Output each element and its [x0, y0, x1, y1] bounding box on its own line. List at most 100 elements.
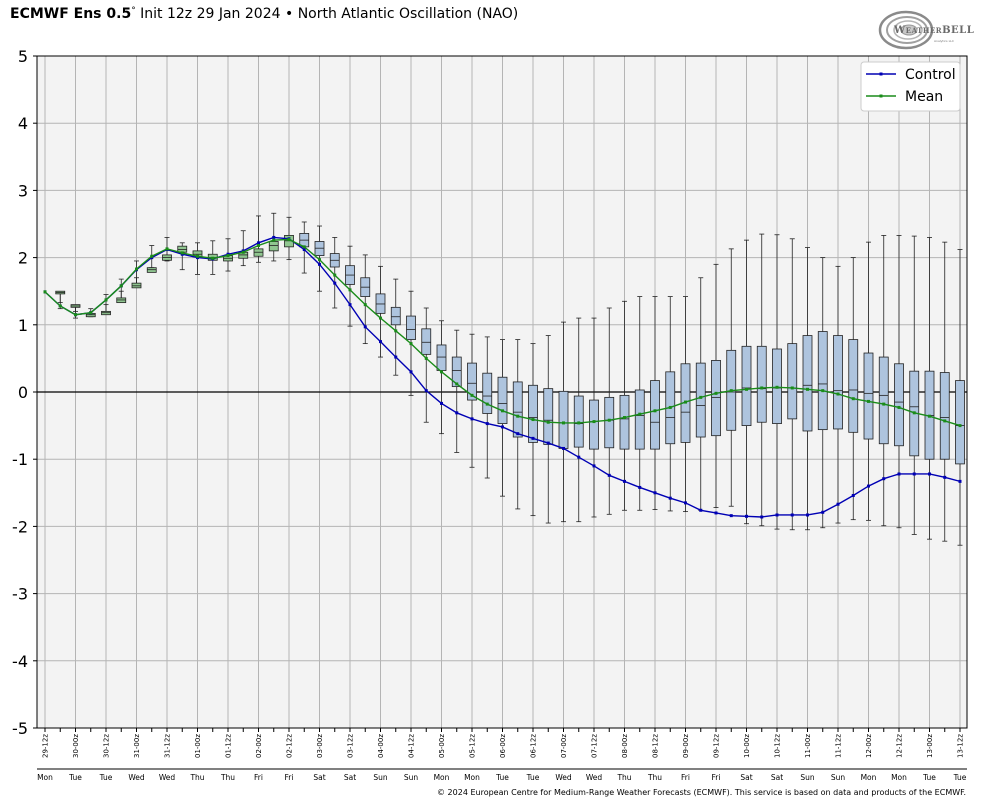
control-point [668, 496, 672, 500]
y-tick-label: -5 [12, 719, 28, 738]
day-label: Mon [37, 773, 53, 782]
day-label: Mon [464, 773, 480, 782]
box-plot [314, 225, 325, 292]
mean-point [546, 420, 550, 424]
logo-text: WEATHERBELL [894, 25, 975, 36]
day-label: Tue [922, 773, 936, 782]
box-plot [939, 241, 950, 542]
mean-point [851, 397, 855, 401]
mean-point [836, 392, 840, 396]
box-plot [223, 238, 233, 272]
mean-point [882, 402, 886, 406]
box-iqr [939, 372, 950, 460]
mean-point [531, 418, 535, 422]
day-label: Thu [189, 773, 204, 782]
mean-point [653, 409, 657, 413]
header-bullet: • [284, 6, 294, 22]
x-tick-label: 03-12z [347, 734, 355, 758]
mean-point [760, 386, 764, 390]
box-plot [711, 263, 721, 508]
x-tick-label: 07-12z [591, 734, 599, 758]
day-label: Tue [68, 773, 82, 782]
y-tick-label: 2 [18, 249, 28, 268]
box-plot [558, 321, 569, 523]
box-iqr [589, 399, 599, 450]
x-tick-label: 02-12z [286, 734, 294, 758]
box-iqr [390, 306, 401, 326]
box-plot [833, 265, 843, 524]
box-plot [101, 294, 111, 316]
box-plot [497, 339, 508, 497]
box-iqr [558, 390, 569, 449]
control-point [592, 464, 596, 468]
day-label: Tue [526, 773, 540, 782]
y-tick-label: 3 [18, 181, 28, 200]
mean-point [348, 288, 352, 292]
mean-point [790, 386, 794, 390]
control-point [455, 411, 459, 415]
control-point [607, 473, 611, 477]
day-label: Sun [800, 773, 815, 782]
box-iqr [619, 394, 630, 450]
control-point [699, 508, 703, 512]
control-point [516, 432, 520, 436]
control-point [928, 472, 931, 476]
control-point [806, 513, 809, 517]
box-plot [634, 296, 645, 511]
day-label: Sat [313, 773, 325, 782]
box-plot [787, 238, 798, 531]
day-label: Fri [712, 773, 721, 782]
mean-point [745, 387, 748, 391]
box-iqr [482, 372, 493, 414]
x-tick-label: 12-12z [896, 734, 904, 758]
mean-point [302, 245, 306, 249]
box-plot [162, 237, 172, 262]
x-tick-label: 02-00z [255, 734, 263, 758]
mean-point [714, 391, 718, 395]
mean-point [684, 400, 687, 404]
control-point [318, 262, 321, 266]
mean-point [638, 412, 642, 416]
x-tick-label: 01-00z [194, 734, 202, 758]
control-point [745, 514, 748, 518]
control-point [867, 484, 870, 488]
day-label: Sun [373, 773, 388, 782]
mean-point [226, 254, 230, 258]
box-plot [512, 339, 523, 510]
mean-point [394, 329, 398, 333]
box-iqr [634, 389, 645, 450]
mean-point [699, 395, 703, 399]
day-label: Fri [285, 773, 294, 782]
control-point [546, 441, 550, 445]
mean-point [74, 313, 77, 317]
box-iqr [421, 328, 432, 355]
mean-point [58, 304, 62, 308]
mean-point [440, 370, 443, 374]
box-plot [756, 233, 767, 527]
mean-point [897, 405, 901, 409]
control-point [836, 502, 840, 506]
mean-point [562, 421, 565, 425]
box-plot [390, 278, 401, 376]
x-tick-label: 12-00z [865, 734, 873, 758]
box-iqr [848, 339, 859, 433]
mean-point [241, 250, 245, 254]
box-iqr [955, 380, 965, 465]
box-iqr [711, 360, 721, 437]
mean-point [165, 247, 169, 251]
x-tick-label: 30-00z [72, 734, 80, 758]
legend-label: Mean [905, 89, 943, 105]
day-label: Tue [99, 773, 113, 782]
box-plot [253, 215, 264, 263]
day-label: Mon [891, 773, 907, 782]
control-point [333, 281, 337, 285]
mean-point [135, 267, 138, 271]
mean-point [257, 244, 260, 248]
mean-point [943, 419, 947, 423]
y-tick-label: 1 [18, 316, 28, 335]
box-plot [619, 300, 630, 511]
box-plot [421, 307, 432, 423]
box-plot [863, 241, 874, 521]
x-tick-label: 06-12z [530, 734, 538, 758]
box-iqr [833, 335, 843, 430]
